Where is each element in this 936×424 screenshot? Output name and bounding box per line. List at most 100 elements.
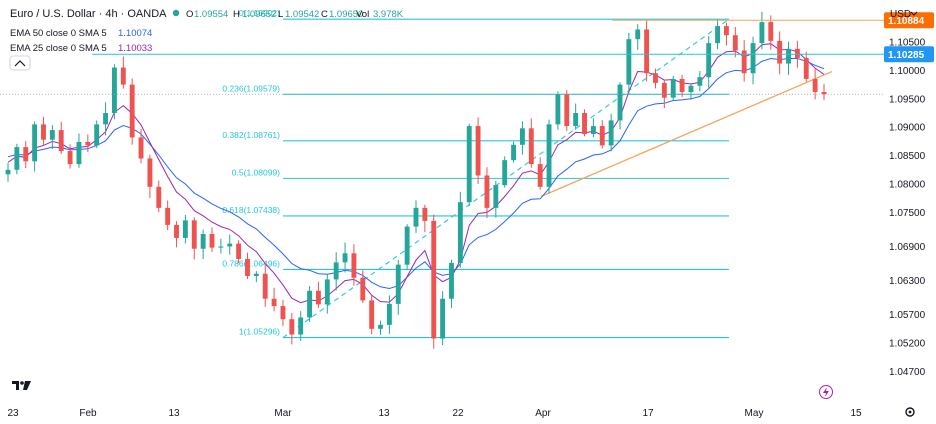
x-tick-label: May [745, 408, 764, 419]
candle-body [599, 126, 605, 146]
candle-body [342, 253, 348, 263]
candle-body [386, 303, 392, 325]
candle-body [58, 130, 64, 152]
candle-body [706, 43, 712, 78]
y-tick-label: 1.04700 [889, 367, 926, 378]
candle-body [218, 246, 224, 248]
candle-body [200, 233, 206, 249]
fib-level-label: 0.236(1.09579) [222, 83, 280, 93]
candle-body [741, 50, 747, 74]
candle-body [307, 290, 313, 318]
candle-body [573, 113, 579, 127]
candle-body [644, 29, 650, 74]
lightning-icon[interactable] [819, 385, 833, 399]
candle-body [484, 175, 490, 208]
candle-body [582, 113, 587, 135]
candle-body [732, 35, 738, 51]
candle-body [723, 26, 729, 36]
candle-body [378, 324, 383, 329]
candle-body [431, 220, 437, 339]
y-tick-label: 1.09500 [889, 94, 926, 105]
symbol-title[interactable]: Euro / U.S. Dollar · 4h · OANDA [10, 8, 167, 20]
candle-body [120, 67, 126, 85]
ohlc-o-value: 1.09554 [194, 9, 228, 20]
ohlc-h-value: 1.09652 [242, 9, 276, 20]
candle-body [653, 73, 658, 83]
y-tick-label: 1.07500 [889, 208, 926, 219]
candle-body [688, 85, 694, 92]
candle-body [67, 151, 73, 165]
candle-body [493, 185, 499, 208]
chart-legend: Euro / U.S. Dollar · 4h · OANDA O 1.0955… [9, 8, 404, 71]
candle-body [271, 298, 277, 307]
candle-body [324, 279, 330, 305]
candle-body [786, 48, 791, 64]
candle-body [14, 147, 20, 170]
ohlc-l-label: L [278, 9, 283, 20]
y-tick-label: 1.09000 [889, 123, 926, 134]
y-tick-label: 1.05200 [889, 339, 926, 350]
currency-selector[interactable]: USD [890, 9, 911, 20]
candle-body [626, 39, 632, 85]
candle-body [174, 224, 179, 238]
candle-body [608, 120, 614, 146]
candle-body [262, 273, 268, 299]
volume-value: 3.978K [373, 9, 404, 20]
candle-body [191, 220, 197, 249]
candle-body [511, 144, 517, 161]
candle-body [280, 306, 286, 320]
y-tick-label: 1.06300 [889, 276, 926, 287]
x-tick-label: Mar [274, 408, 292, 419]
candle-body [404, 226, 410, 265]
candle-body [236, 243, 242, 259]
candle-body [466, 126, 472, 203]
ohlc-o-label: O [186, 9, 193, 20]
candle-body [41, 124, 46, 140]
candle-body [413, 207, 419, 227]
gear-icon[interactable] [905, 407, 915, 417]
price-label-text: 1.10285 [888, 50, 925, 61]
fib-level-label: 0.618(1.07438) [222, 205, 280, 215]
y-tick-label: 1.10000 [889, 66, 926, 77]
price-series [5, 11, 833, 349]
y-tick-label: 1.08000 [889, 180, 926, 191]
candle-body [457, 202, 463, 263]
candle-body [156, 186, 162, 208]
ema25-label[interactable]: EMA 25 close 0 SMA 5 [10, 43, 107, 54]
price-label-tag [884, 46, 934, 63]
y-tick-label: 1.06900 [889, 242, 926, 253]
candle-body [759, 22, 765, 44]
candle-body [812, 78, 818, 92]
candle-body [777, 40, 783, 64]
candle-body [111, 67, 117, 113]
candle-body [661, 82, 667, 98]
candle-body [564, 94, 570, 127]
candle-body [138, 137, 144, 159]
candle-body [803, 57, 809, 79]
candle-body [422, 207, 428, 221]
candle-body [32, 124, 38, 162]
price-label-tag [884, 12, 934, 29]
candle-body [617, 84, 623, 121]
fib-level-label: 0.382(1.08761) [222, 130, 280, 140]
candle-body [715, 26, 721, 44]
candle-body [315, 290, 321, 305]
y-tick-label: 1.10500 [889, 38, 926, 49]
tradingview-logo[interactable] [12, 381, 31, 390]
candle-body [502, 160, 508, 186]
axes: 1.10500 1.10000 1.09500 1.09000 1.08500 1.080… [0, 12, 934, 419]
trendline[interactable] [540, 70, 833, 198]
candle-body [395, 264, 401, 304]
candle-body [590, 126, 596, 135]
collapse-legend-button[interactable] [9, 55, 31, 71]
y-tick-label: 1.08500 [889, 151, 926, 162]
x-tick-label: 17 [642, 408, 654, 419]
ohlc-c-value: 1.09650 [329, 9, 363, 20]
ema50-value: 1.10074 [118, 28, 152, 39]
candle-body [794, 48, 800, 58]
ohlc-c-label: C [321, 9, 328, 20]
candle-body [750, 43, 756, 74]
ema50-label[interactable]: EMA 50 close 0 SMA 5 [10, 28, 107, 39]
